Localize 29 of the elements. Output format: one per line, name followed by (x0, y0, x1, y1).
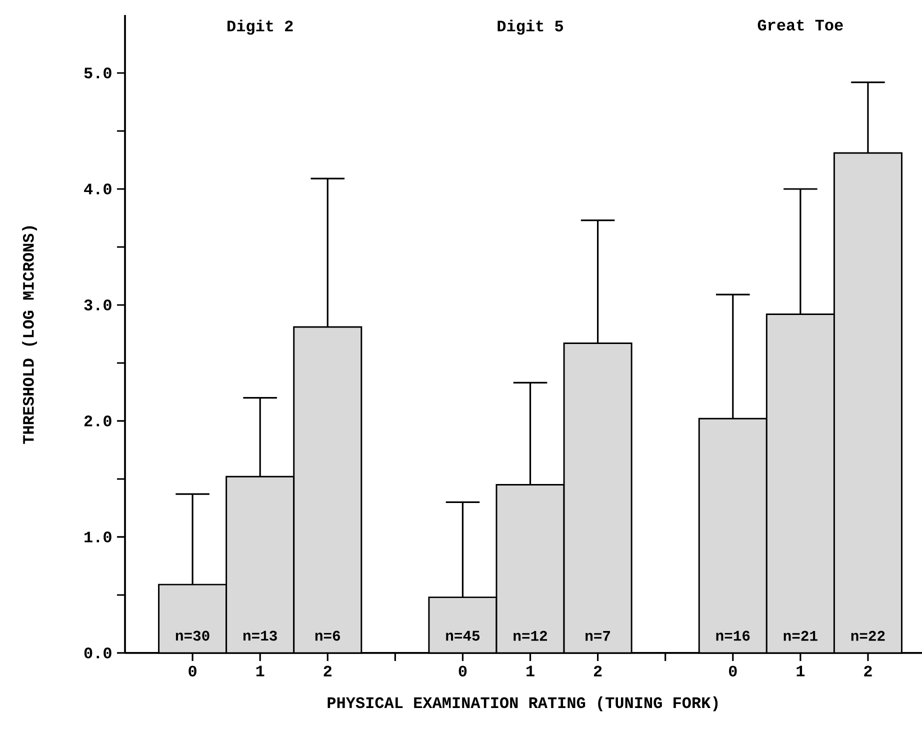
annotation: n=16 (716, 630, 750, 641)
x-tick-label: 0 (188, 666, 196, 677)
annotation: n=13 (243, 630, 277, 641)
annotation: n=6 (315, 630, 340, 641)
x-tick-label: 1 (256, 666, 264, 676)
y-tick-label: 1.0 (84, 532, 112, 542)
y-tick-label: 2.0 (84, 416, 112, 426)
x-tick-label: 1 (526, 666, 534, 676)
y-tick-label: 5.0 (84, 68, 112, 78)
annotation: n=12 (514, 630, 548, 641)
y-tick-label: 4.0 (84, 184, 112, 194)
x-tick-label: 1 (796, 666, 805, 676)
annotation: n=7 (586, 631, 610, 641)
annotation: n=45 (446, 630, 480, 641)
x-tick-label: 0 (458, 666, 467, 677)
annotation: n=22 (851, 630, 885, 641)
y-tick-label: 3.0 (84, 300, 112, 310)
x-tick-label: 2 (594, 666, 602, 676)
annotation: n=21 (784, 630, 818, 641)
y-axis-title: THRESHOLD (LOG MICRONS) (22, 226, 38, 444)
annotation: Great Toe (758, 20, 843, 31)
annotation: n=30 (176, 630, 210, 641)
x-tick-label: 2 (324, 666, 332, 676)
annotation: Digit 2 (228, 20, 293, 35)
x-tick-label: 2 (864, 666, 872, 676)
annotation: Digit 5 (498, 20, 564, 35)
x-axis-title: PHYSICAL EXAMINATION RATING (TUNING FORK) (328, 696, 718, 712)
y-tick-label: 0.0 (84, 648, 112, 658)
x-tick-label: 0 (729, 666, 737, 677)
